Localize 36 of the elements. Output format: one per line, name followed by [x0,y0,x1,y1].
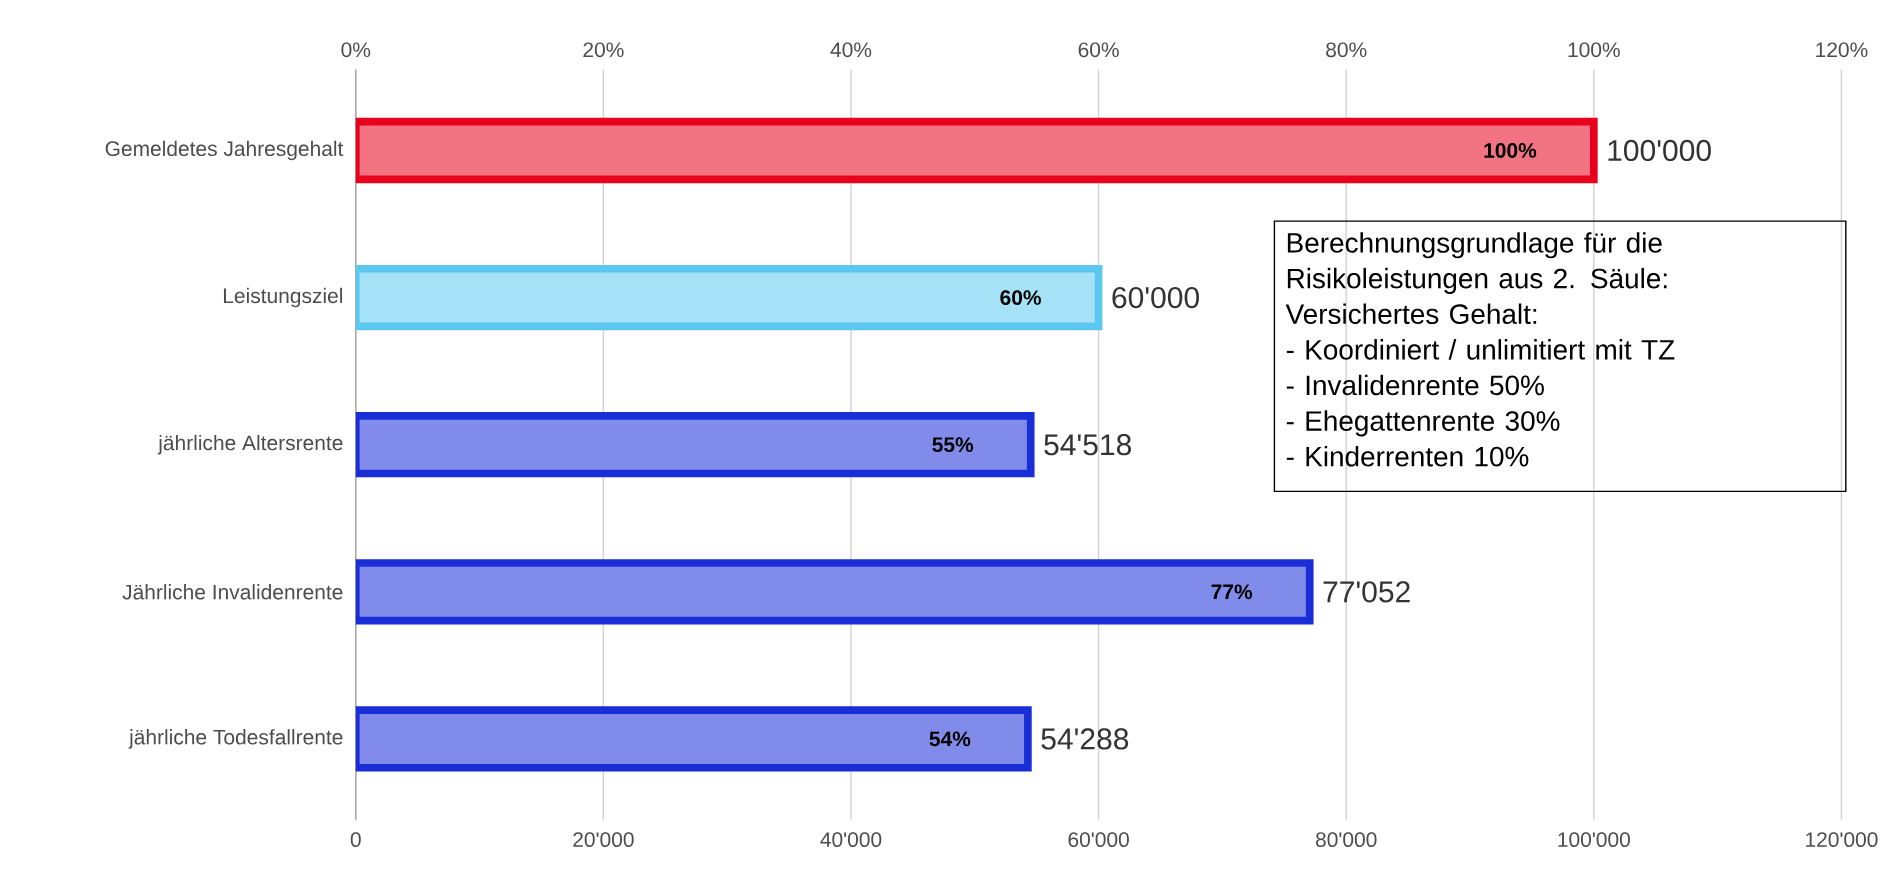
y-tick-label: jährliche Altersrente [157,434,343,455]
annotation: Versichertes Gehalt: [1285,303,1537,324]
annotation: 77% [1211,584,1253,599]
data-label: 60'000 [1112,286,1199,308]
data-label: 77'052 [1323,580,1410,603]
x-tick-label: 40'000 [820,831,882,847]
y-tick-label: Jährliche Invalidenrente [122,583,343,600]
y-tick-label: jährliche Todesfallrente [128,728,343,749]
x-tick-label: 0 [350,831,361,847]
annotation: 100% [1484,142,1537,158]
data-label: 54'518 [1044,433,1131,456]
x2-tick-label: 80% [1326,42,1367,58]
x-tick-label: 120'000 [1806,831,1878,847]
data-label: 54'288 [1041,728,1129,750]
annotation: - Koordiniert / unlimitiert mit TZ [1286,338,1675,360]
annotation: 55% [932,437,974,452]
x2-tick-label: 20% [583,42,624,58]
data-label: 100'000 [1608,139,1711,161]
annotation: - Invalidenrente 50% [1286,374,1544,396]
annotation: 60% [1000,289,1041,305]
x-tick-label: 80'000 [1316,831,1377,847]
y-tick-label: Gemeldetes Jahresgehalt [105,140,344,160]
annotation: 54% [929,731,971,747]
x2-tick-label: 120% [1816,42,1868,58]
y-tick-label: Leistungsziel [223,287,342,308]
x-tick-label: 60'000 [1068,831,1129,847]
annotation: Berechnungsgrundlage für die [1287,232,1662,259]
x-tick-label: 100'000 [1558,831,1630,847]
x2-tick-label: 100% [1568,42,1620,58]
x-tick-label: 20'000 [573,831,634,847]
x2-tick-label: 0% [341,42,371,58]
x2-tick-label: 40% [830,42,872,58]
x2-tick-label: 60% [1078,42,1119,58]
annotation: Risikoleistungen aus 2. Säule: [1287,267,1667,294]
annotation: - Ehegattenrente 30% [1286,410,1560,437]
annotation: - Kinderrenten 10% [1286,445,1529,467]
